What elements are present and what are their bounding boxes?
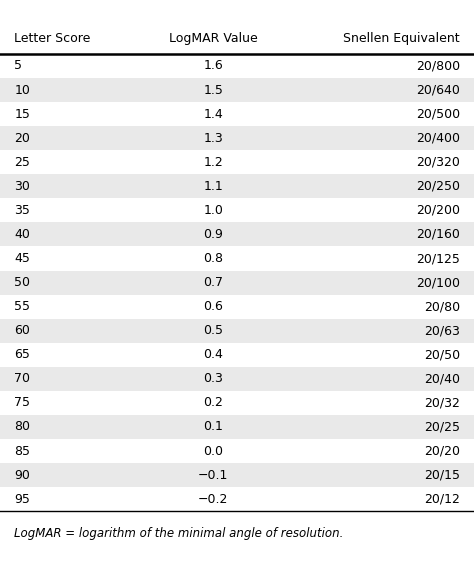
Bar bbox=[0, 198, 474, 223]
Bar bbox=[0, 487, 474, 511]
Bar bbox=[0, 439, 474, 463]
Text: 0.9: 0.9 bbox=[203, 228, 223, 241]
Text: 65: 65 bbox=[14, 348, 30, 361]
Bar bbox=[0, 223, 474, 247]
Text: 30: 30 bbox=[14, 180, 30, 193]
Text: Letter Score: Letter Score bbox=[14, 32, 91, 45]
Bar bbox=[0, 150, 474, 174]
Text: 1.6: 1.6 bbox=[203, 60, 223, 73]
Text: 20/50: 20/50 bbox=[424, 348, 460, 361]
Bar bbox=[0, 54, 474, 78]
Text: 50: 50 bbox=[14, 276, 30, 289]
Text: 35: 35 bbox=[14, 204, 30, 217]
Text: 20/125: 20/125 bbox=[416, 252, 460, 265]
Bar bbox=[0, 391, 474, 415]
Text: 95: 95 bbox=[14, 492, 30, 506]
Text: 0.3: 0.3 bbox=[203, 373, 223, 385]
Text: 60: 60 bbox=[14, 324, 30, 337]
Text: 0.7: 0.7 bbox=[203, 276, 223, 289]
Text: 1.1: 1.1 bbox=[203, 180, 223, 193]
Text: 20/12: 20/12 bbox=[424, 492, 460, 506]
Text: 5: 5 bbox=[14, 60, 22, 73]
Text: 0.2: 0.2 bbox=[203, 396, 223, 410]
Text: 20/32: 20/32 bbox=[424, 396, 460, 410]
Bar bbox=[0, 247, 474, 270]
Text: 20: 20 bbox=[14, 132, 30, 145]
Bar bbox=[0, 270, 474, 295]
Bar bbox=[0, 343, 474, 367]
Text: 70: 70 bbox=[14, 373, 30, 385]
Text: LogMAR = logarithm of the minimal angle of resolution.: LogMAR = logarithm of the minimal angle … bbox=[14, 527, 344, 540]
Text: 20/400: 20/400 bbox=[416, 132, 460, 145]
Text: 25: 25 bbox=[14, 156, 30, 169]
Text: 1.5: 1.5 bbox=[203, 83, 223, 97]
Text: −0.1: −0.1 bbox=[198, 469, 228, 482]
Bar bbox=[0, 126, 474, 150]
Text: 20/800: 20/800 bbox=[416, 60, 460, 73]
Bar bbox=[0, 367, 474, 391]
Text: 20/25: 20/25 bbox=[424, 420, 460, 433]
Bar bbox=[0, 102, 474, 126]
Bar bbox=[0, 319, 474, 343]
Text: 20/200: 20/200 bbox=[416, 204, 460, 217]
Text: 1.2: 1.2 bbox=[203, 156, 223, 169]
Text: 20/160: 20/160 bbox=[416, 228, 460, 241]
Text: 40: 40 bbox=[14, 228, 30, 241]
Text: 1.0: 1.0 bbox=[203, 204, 223, 217]
Text: 20/63: 20/63 bbox=[424, 324, 460, 337]
Bar bbox=[0, 78, 474, 102]
Text: 80: 80 bbox=[14, 420, 30, 433]
Bar bbox=[0, 463, 474, 487]
Text: 20/20: 20/20 bbox=[424, 445, 460, 458]
Text: 15: 15 bbox=[14, 107, 30, 120]
Text: 0.5: 0.5 bbox=[203, 324, 223, 337]
Bar bbox=[0, 415, 474, 439]
Text: 20/40: 20/40 bbox=[424, 373, 460, 385]
Text: 20/320: 20/320 bbox=[416, 156, 460, 169]
Text: 20/80: 20/80 bbox=[424, 300, 460, 313]
Text: 1.4: 1.4 bbox=[203, 107, 223, 120]
Text: 55: 55 bbox=[14, 300, 30, 313]
Text: 20/100: 20/100 bbox=[416, 276, 460, 289]
Text: 90: 90 bbox=[14, 469, 30, 482]
Text: 0.0: 0.0 bbox=[203, 445, 223, 458]
Text: 20/640: 20/640 bbox=[416, 83, 460, 97]
Text: 20/500: 20/500 bbox=[416, 107, 460, 120]
Text: 0.8: 0.8 bbox=[203, 252, 223, 265]
Text: 20/15: 20/15 bbox=[424, 469, 460, 482]
Text: 0.6: 0.6 bbox=[203, 300, 223, 313]
Bar bbox=[0, 295, 474, 319]
Text: Snellen Equivalent: Snellen Equivalent bbox=[343, 32, 460, 45]
Text: 75: 75 bbox=[14, 396, 30, 410]
Bar bbox=[0, 174, 474, 198]
Text: LogMAR Value: LogMAR Value bbox=[169, 32, 258, 45]
Text: 0.1: 0.1 bbox=[203, 420, 223, 433]
Text: −0.2: −0.2 bbox=[198, 492, 228, 506]
Text: 20/250: 20/250 bbox=[416, 180, 460, 193]
Text: 45: 45 bbox=[14, 252, 30, 265]
Text: 0.4: 0.4 bbox=[203, 348, 223, 361]
Text: 1.3: 1.3 bbox=[203, 132, 223, 145]
Text: 10: 10 bbox=[14, 83, 30, 97]
Text: 85: 85 bbox=[14, 445, 30, 458]
